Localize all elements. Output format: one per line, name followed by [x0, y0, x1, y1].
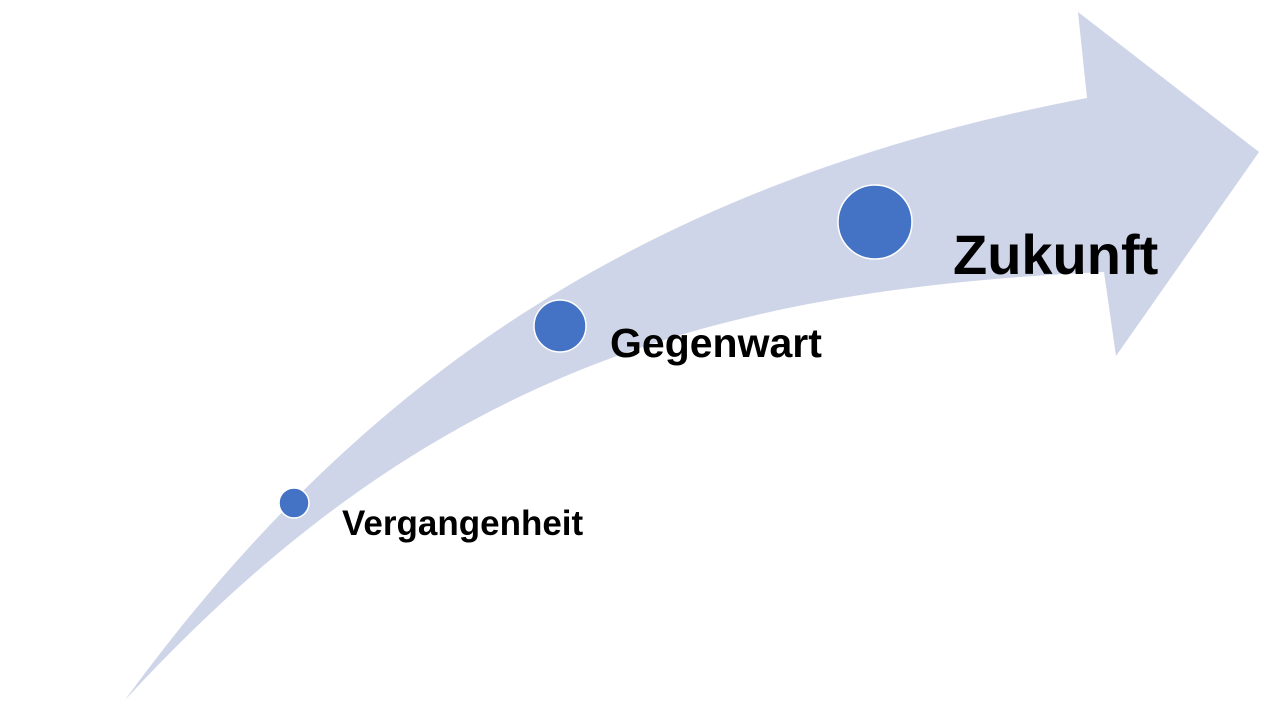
label-past: Vergangenheit: [342, 504, 584, 543]
timeline-arrow: [125, 12, 1259, 700]
label-future: Zukunft: [953, 223, 1159, 286]
present-dot: [533, 299, 587, 353]
label-present: Gegenwart: [610, 320, 822, 366]
future-dot: [837, 184, 913, 260]
past-dot: [278, 487, 310, 519]
